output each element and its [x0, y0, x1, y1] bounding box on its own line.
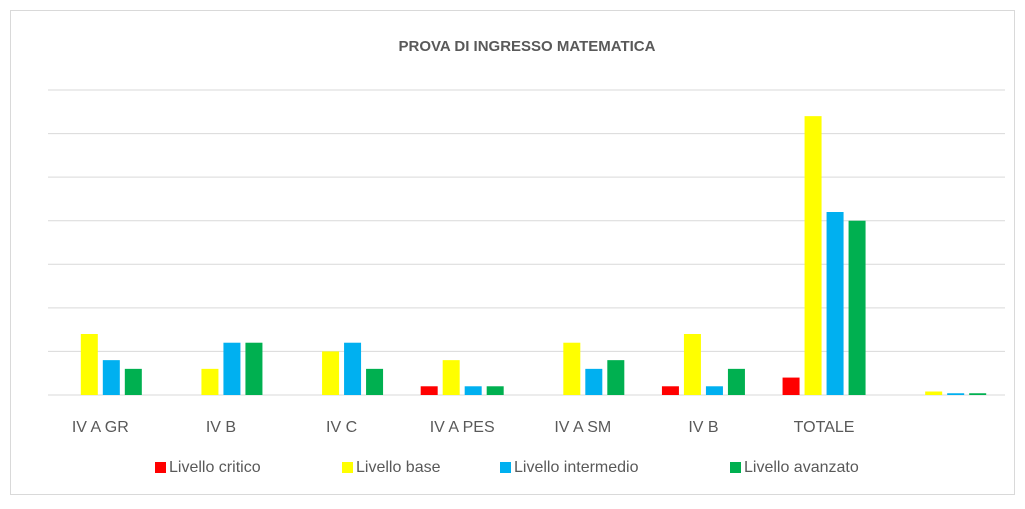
bar — [102, 360, 120, 395]
bar — [464, 386, 482, 395]
bar — [344, 342, 362, 395]
bar — [826, 212, 844, 395]
x-tick-label: IV B — [688, 419, 718, 436]
legend-swatch — [500, 462, 511, 473]
bar — [683, 334, 701, 395]
bar — [969, 393, 987, 395]
bar — [727, 368, 745, 395]
bar — [563, 342, 581, 395]
bar — [486, 386, 504, 395]
x-tick-label: IV A PES — [430, 419, 495, 436]
bar — [782, 377, 800, 395]
bar — [201, 368, 219, 395]
bar — [607, 360, 625, 395]
bar — [585, 368, 603, 395]
x-tick-label: IV A GR — [72, 419, 129, 436]
bar — [80, 334, 98, 395]
bar — [420, 386, 438, 395]
legend-swatch — [155, 462, 166, 473]
legend-label: Livello avanzato — [744, 459, 859, 476]
bar — [705, 386, 723, 395]
bar — [245, 342, 263, 395]
bar — [661, 386, 679, 395]
bar — [804, 116, 822, 396]
chart-frame — [10, 10, 1015, 495]
bar — [223, 342, 241, 395]
bar — [442, 360, 460, 395]
bar — [947, 393, 965, 395]
bar — [366, 368, 384, 395]
legend-swatch — [730, 462, 741, 473]
chart-title: PROVA DI INGRESSO MATEMATICA — [399, 38, 656, 55]
x-tick-label: IV B — [206, 419, 236, 436]
bar — [124, 368, 142, 395]
legend-label: Livello critico — [169, 459, 261, 476]
legend-swatch — [342, 462, 353, 473]
bar — [925, 391, 943, 395]
legend-label: Livello intermedio — [514, 459, 639, 476]
x-tick-label: IV C — [326, 419, 357, 436]
bar — [322, 351, 340, 395]
legend-label: Livello base — [356, 459, 441, 476]
x-tick-label: TOTALE — [794, 419, 855, 436]
x-tick-label: IV A SM — [554, 419, 611, 436]
bar — [848, 220, 866, 395]
